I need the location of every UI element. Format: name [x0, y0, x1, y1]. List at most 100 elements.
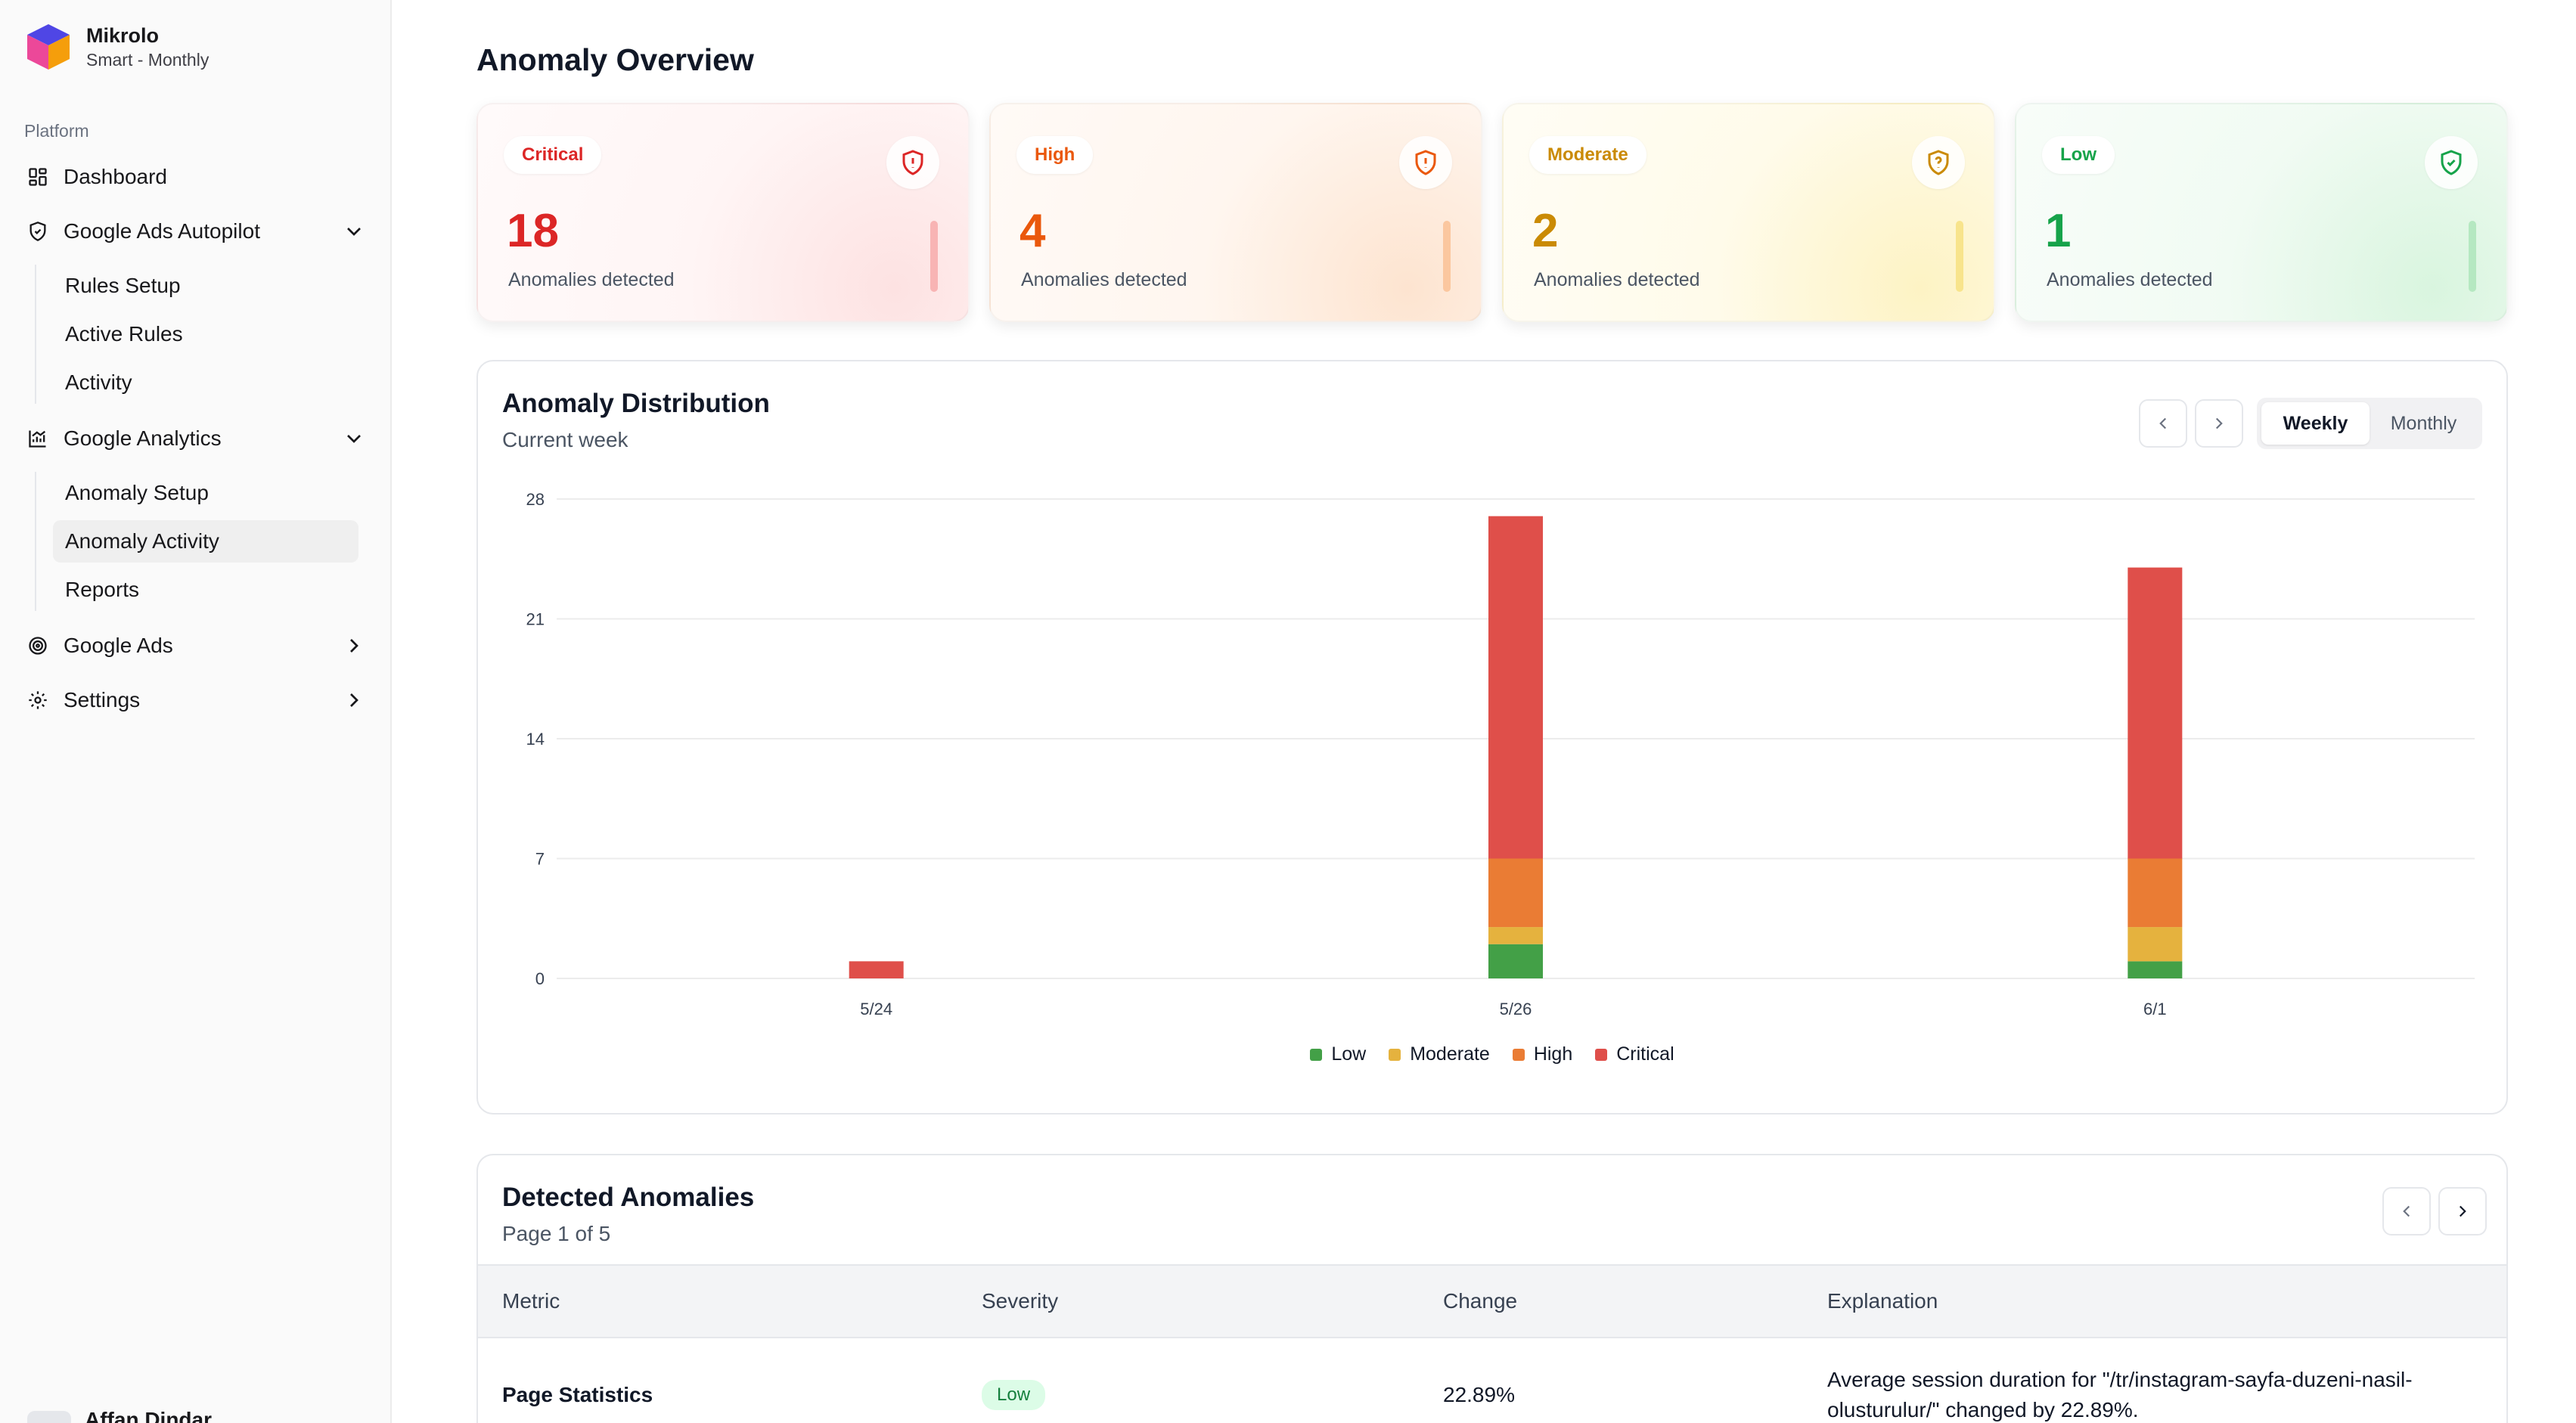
- stacked-bar-chart: 0 7 14 21 28 5/24 5/26 6/1: [526, 490, 2475, 1018]
- column-header-severity[interactable]: Severity: [982, 1264, 1443, 1338]
- legend-swatch: [1512, 1048, 1525, 1061]
- card-low[interactable]: Low 1 Anomalies detected: [2015, 103, 2508, 322]
- sidebar-item-dashboard[interactable]: Dashboard: [17, 156, 375, 198]
- severity-badge: Critical: [504, 136, 602, 174]
- legend-label: Moderate: [1410, 1043, 1490, 1065]
- bar-segment-high[interactable]: [2128, 858, 2183, 928]
- shield-alert-icon: [1399, 136, 1452, 189]
- column-header-metric[interactable]: Metric: [478, 1264, 982, 1338]
- sidebar-item-reports[interactable]: Reports: [65, 578, 140, 601]
- anomaly-count-label: Anomalies detected: [2047, 269, 2213, 290]
- next-page-button[interactable]: [2438, 1187, 2487, 1235]
- legend-item-low[interactable]: Low: [1310, 1043, 1366, 1065]
- bar-segment-high[interactable]: [1488, 858, 1543, 928]
- anomalies-table: Metric Severity Change Explanation Page …: [478, 1264, 2506, 1423]
- severity-cell: Low: [982, 1338, 1443, 1423]
- legend-item-high[interactable]: High: [1512, 1043, 1572, 1065]
- page-title: Anomaly Overview: [476, 42, 754, 77]
- gear-icon: [26, 688, 50, 712]
- legend-item-moderate[interactable]: Moderate: [1389, 1043, 1490, 1065]
- chevron-right-icon[interactable]: [342, 634, 366, 658]
- accent-bar: [2469, 221, 2476, 292]
- bar-segment-low[interactable]: [1488, 944, 1543, 978]
- panel-title: Anomaly Distribution: [502, 389, 770, 418]
- analytics-submenu: Anomaly Setup Anomaly Activity Reports: [35, 472, 375, 611]
- avatar[interactable]: [27, 1411, 71, 1423]
- anomaly-count-label: Anomalies detected: [508, 269, 675, 290]
- card-high[interactable]: High 4 Anomalies detected: [989, 103, 1482, 322]
- legend-swatch: [1310, 1048, 1323, 1061]
- legend-swatch: [1595, 1048, 1608, 1061]
- sidebar-item-google-ads-autopilot[interactable]: Google Ads Autopilot: [17, 210, 375, 253]
- column-header-explanation[interactable]: Explanation: [1827, 1264, 2506, 1338]
- bar-segment-moderate[interactable]: [2128, 927, 2183, 962]
- bar-segment-moderate[interactable]: [1488, 927, 1543, 944]
- previous-page-button[interactable]: [2382, 1187, 2431, 1235]
- table-header-row: Metric Severity Change Explanation: [478, 1264, 2506, 1338]
- sidebar-item-settings[interactable]: Settings: [17, 679, 375, 721]
- sidebar-item-label: Settings: [64, 688, 141, 712]
- sidebar-item-label: Google Analytics: [64, 426, 222, 450]
- column-header-change[interactable]: Change: [1443, 1264, 1827, 1338]
- legend-label: Critical: [1616, 1043, 1674, 1065]
- card-critical[interactable]: Critical 18 Anomalies detected: [476, 103, 970, 322]
- sidebar-item-google-ads[interactable]: Google Ads: [17, 625, 375, 667]
- explanation-cell: Average session duration for "/tr/instag…: [1827, 1338, 2506, 1423]
- chevron-down-icon[interactable]: [342, 426, 366, 451]
- bar-segment-low[interactable]: [2128, 961, 2183, 978]
- section-label-platform: Platform: [24, 121, 89, 141]
- anomaly-distribution-panel: Anomaly Distribution Current week Weekly…: [476, 360, 2508, 1115]
- severity-cards: Critical 18 Anomalies detected High 4 An…: [476, 103, 2508, 322]
- anomaly-count: 1: [2045, 205, 2072, 257]
- accent-bar: [1443, 221, 1451, 292]
- sidebar: Mikrolo Smart - Monthly Platform Dashboa…: [0, 0, 392, 1423]
- shield-question-icon: [1912, 136, 1965, 189]
- chevron-right-icon: [2215, 417, 2223, 429]
- next-period-button[interactable]: [2195, 399, 2243, 448]
- analytics-chart-icon: [26, 426, 50, 451]
- period-toggle: Weekly Monthly: [2257, 398, 2482, 449]
- target-icon: [26, 634, 50, 658]
- page-info: Page 1 of 5: [502, 1222, 611, 1245]
- toggle-weekly[interactable]: Weekly: [2261, 402, 2370, 445]
- sidebar-item-activity[interactable]: Activity: [65, 370, 132, 394]
- bar-segment-critical[interactable]: [2128, 567, 2183, 859]
- y-tick-label: 21: [526, 610, 545, 629]
- bar-segment-critical[interactable]: [1488, 516, 1543, 859]
- panel-subtitle: Current week: [502, 428, 628, 451]
- sidebar-item-anomaly-setup[interactable]: Anomaly Setup: [65, 481, 209, 504]
- toggle-monthly[interactable]: Monthly: [2390, 412, 2457, 434]
- explanation-line: Average session duration for "/tr/instag…: [1827, 1367, 2413, 1391]
- bar-segment-critical[interactable]: [849, 961, 904, 978]
- main-content: Anomaly Overview Critical 18 Anomalies d…: [392, 0, 2576, 1423]
- user-name[interactable]: Affan Dindar: [85, 1408, 212, 1423]
- severity-badge: Moderate: [1529, 136, 1646, 174]
- x-tick-label: 5/24: [860, 1000, 892, 1018]
- change-cell: 22.89%: [1443, 1382, 1515, 1406]
- chevron-right-icon: [2459, 1205, 2466, 1217]
- x-tick-label: 6/1: [2143, 1000, 2167, 1018]
- detected-anomalies-panel: Detected Anomalies Page 1 of 5 Metric Se…: [476, 1154, 2508, 1423]
- cube-logo-icon: [27, 24, 70, 70]
- sidebar-item-google-analytics[interactable]: Google Analytics: [17, 417, 375, 460]
- y-tick-label: 14: [526, 730, 545, 749]
- previous-period-button[interactable]: [2139, 399, 2187, 448]
- anomaly-count: 4: [1020, 205, 1046, 257]
- brand[interactable]: Mikrolo Smart - Monthly: [23, 21, 209, 73]
- sidebar-item-rules-setup[interactable]: Rules Setup: [65, 274, 181, 297]
- y-tick-label: 28: [526, 490, 545, 509]
- chevron-right-icon[interactable]: [342, 688, 366, 712]
- sidebar-item-label: Dashboard: [64, 165, 167, 188]
- severity-badge: Low: [2042, 136, 2115, 174]
- sidebar-item-label: Google Ads Autopilot: [64, 219, 260, 243]
- sidebar-item-active-rules[interactable]: Active Rules: [65, 322, 183, 346]
- y-tick-label: 7: [535, 850, 545, 869]
- accent-bar: [1956, 221, 1963, 292]
- legend-item-critical[interactable]: Critical: [1595, 1043, 1674, 1065]
- shield-check-icon: [26, 219, 50, 243]
- legend-label: Low: [1331, 1043, 1367, 1065]
- chevron-down-icon[interactable]: [342, 219, 366, 243]
- card-moderate[interactable]: Moderate 2 Anomalies detected: [1502, 103, 1995, 322]
- sidebar-item-anomaly-activity[interactable]: Anomaly Activity: [53, 520, 358, 563]
- table-row[interactable]: Page Statistics Low 22.89% Average sessi…: [478, 1338, 2506, 1423]
